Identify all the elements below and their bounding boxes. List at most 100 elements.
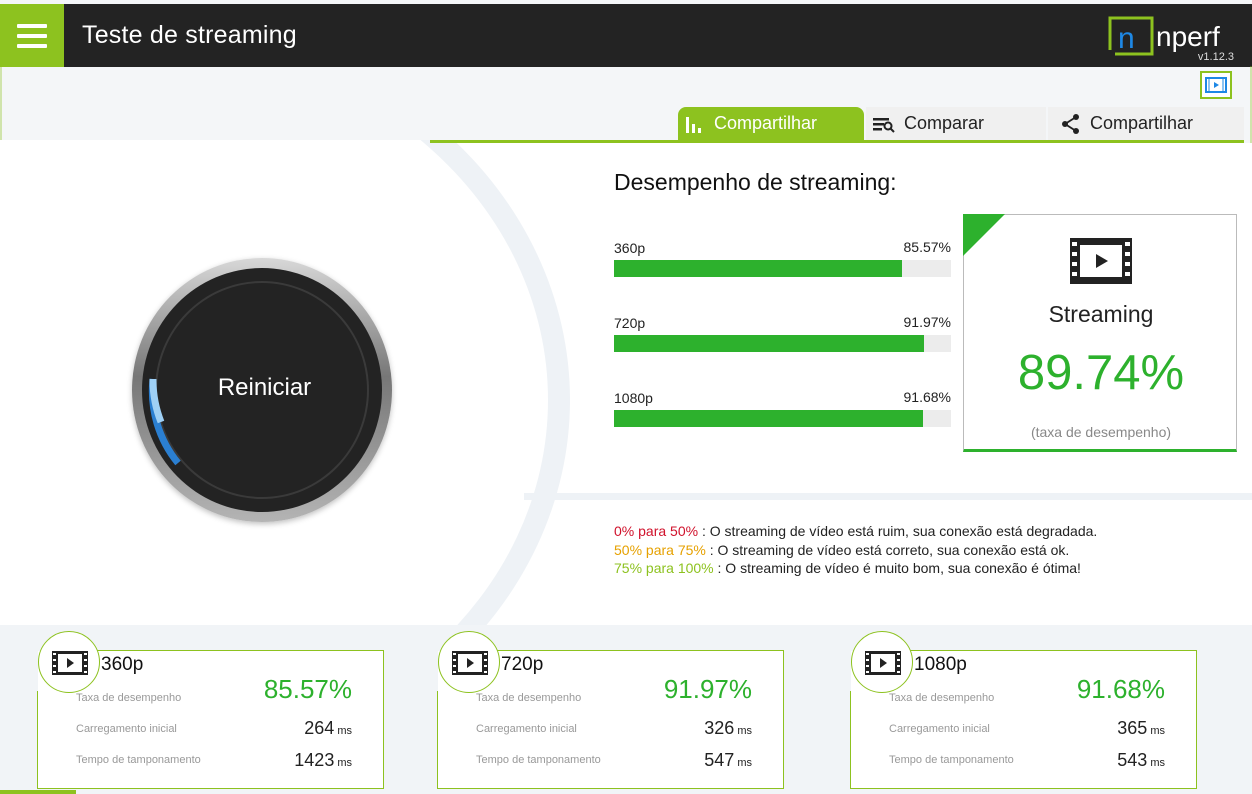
quality-legend: 0% para 50% : O streaming de vídeo está … <box>614 522 1097 578</box>
film-strip-icon <box>865 651 901 675</box>
value-unit: ms <box>737 757 752 769</box>
rate-label: Taxa de desempenho <box>76 692 182 704</box>
buffer-time-value: 547 ms <box>652 750 752 771</box>
value-unit: ms <box>337 725 352 737</box>
restart-label: Reiniciar <box>217 374 312 401</box>
rate-label: Taxa de desempenho <box>476 692 582 704</box>
hamburger-line <box>17 24 47 28</box>
legend-ok-text: : O streaming de vídeo está correto, sua… <box>705 541 1070 558</box>
bar-fill <box>614 260 903 277</box>
bar-track <box>614 335 951 352</box>
card-border <box>850 691 851 789</box>
dial-progress-arc <box>148 378 181 466</box>
rate-value: 91.68% <box>1076 674 1165 704</box>
legend-ok-range: 50% para 75% <box>614 541 706 558</box>
tab-share[interactable]: Compartilhar <box>1048 107 1244 140</box>
tab-label: Compartilhar <box>1090 113 1194 133</box>
video-player-button[interactable] <box>1200 71 1232 99</box>
buffer-time-label: Tempo de tamponamento <box>476 754 601 766</box>
tab-label: Compartilhar <box>714 113 818 133</box>
bar-track <box>614 260 951 277</box>
initial-load-value: 326 ms <box>652 718 752 739</box>
value-number: 543 <box>1117 750 1148 770</box>
bar-fill <box>614 410 923 427</box>
app-version: v1.12.3 <box>1197 51 1234 63</box>
value-number: 326 <box>704 718 735 738</box>
value-unit: ms <box>1150 757 1165 769</box>
legend-good-range: 75% para 100% <box>614 560 714 576</box>
tab-underline <box>430 140 1244 143</box>
buffer-time-label: Tempo de tamponamento <box>889 754 1014 766</box>
initial-load-value: 264 ms <box>252 718 352 739</box>
card-title: 1080p <box>914 654 967 675</box>
legend-ok: 50% para 75% : O streaming de vídeo está… <box>614 541 1097 560</box>
film-strip-icon <box>52 651 88 675</box>
streaming-summary-card: Streaming 89.74% (taxa de desempenho) <box>963 214 1237 452</box>
initial-load-label: Carregamento inicial <box>476 723 577 735</box>
performance-title: Desempenho de streaming: <box>614 169 897 195</box>
card-film-badge <box>851 631 913 693</box>
share-icon <box>1062 113 1079 134</box>
bar-label: 360p <box>614 240 646 256</box>
legend-bad: 0% para 50% : O streaming de vídeo está … <box>614 522 1097 541</box>
card-border <box>891 650 1197 651</box>
footer-accent <box>0 790 76 794</box>
initial-load-label: Carregamento inicial <box>889 723 990 735</box>
summary-caption: (taxa de desempenho) <box>1030 424 1172 440</box>
value-unit: ms <box>737 725 752 737</box>
legend-bad-text: : O streaming de vídeo está ruim, sua co… <box>698 523 1098 539</box>
card-title: 720p <box>501 654 544 675</box>
summary-value: 89.74% <box>1017 346 1185 400</box>
hamburger-line <box>17 44 47 48</box>
buffer-time-label: Tempo de tamponamento <box>76 754 201 766</box>
film-strip-icon <box>452 651 488 675</box>
hamburger-menu-button[interactable] <box>0 4 64 67</box>
legend-good: 75% para 100% : O streaming de vídeo é m… <box>614 559 1097 578</box>
page-title: Teste de streaming <box>82 21 297 49</box>
rate-label: Taxa de desempenho <box>889 692 995 704</box>
logo-text: nperf <box>1156 21 1220 52</box>
legend-bad-range: 0% para 50% <box>614 523 699 539</box>
section-divider <box>524 493 1252 500</box>
tab-label: Comparar <box>904 113 985 133</box>
bar-fill <box>614 335 924 352</box>
top-bar: Teste de streaming n nperf v1.12.3 <box>0 4 1252 67</box>
video-icon <box>1205 77 1227 93</box>
film-strip-icon <box>1070 238 1132 284</box>
value-number: 1423 <box>294 750 335 770</box>
bar-label: 1080p <box>614 390 653 406</box>
value-number: 264 <box>304 718 335 738</box>
card-border <box>437 691 438 789</box>
detail-card-720p <box>437 650 784 789</box>
rate-value: 85.57% <box>263 674 352 704</box>
bar-track <box>614 410 951 427</box>
compare-list-icon <box>873 117 895 133</box>
card-film-badge <box>38 631 100 693</box>
bar-value: 91.68% <box>903 389 951 405</box>
value-unit: ms <box>1150 725 1165 737</box>
card-film-badge <box>438 631 500 693</box>
bar-chart-icon <box>686 116 701 133</box>
hamburger-line <box>17 34 47 38</box>
nperf-logo: n nperf <box>1107 16 1220 58</box>
summary-label: Streaming <box>1048 301 1154 327</box>
tab-share-results[interactable]: Compartilhar <box>678 107 864 140</box>
card-border <box>37 691 38 789</box>
card-corner <box>963 214 1005 256</box>
svg-text:n: n <box>1118 22 1135 55</box>
bar-value: 85.57% <box>903 239 951 255</box>
card-title: 360p <box>101 654 144 675</box>
initial-load-value: 365 ms <box>1065 718 1165 739</box>
card-border <box>478 650 784 651</box>
bar-value: 91.97% <box>903 314 951 330</box>
value-number: 547 <box>704 750 735 770</box>
initial-load-label: Carregamento inicial <box>76 723 177 735</box>
buffer-time-value: 1423 ms <box>252 750 352 771</box>
value-number: 365 <box>1117 718 1148 738</box>
tab-compare[interactable]: Comparar <box>866 107 1046 140</box>
rate-value: 91.97% <box>663 674 752 704</box>
bar-label: 720p <box>614 315 646 331</box>
card-border <box>78 650 384 651</box>
buffer-time-value: 543 ms <box>1065 750 1165 771</box>
